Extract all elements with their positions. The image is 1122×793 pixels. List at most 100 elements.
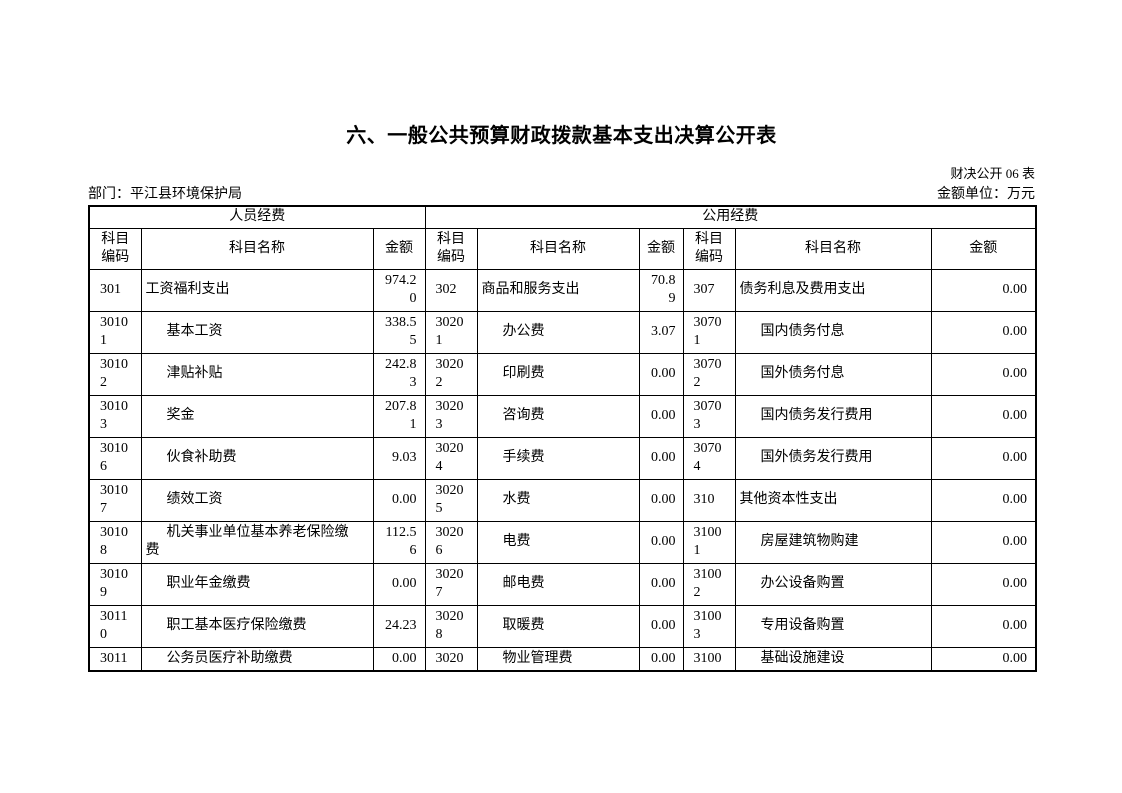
amount-cell: 0.00 <box>638 436 684 480</box>
subject-name-cell: 国外债务发行费用 <box>734 436 932 480</box>
subject-code-cell: 30106 <box>88 436 142 480</box>
table-body: 301 工资福利支出 974.20 302 商品和服务支出 70.89 307 债务利息及费用… <box>88 268 1037 672</box>
table-row: 30103 奖金 207.81 30203 咨询费 0.00 30703 国内债务发行费用 0.… <box>88 394 1037 438</box>
amount-cell: 0.00 <box>930 436 1037 480</box>
subject-name-cell: 专用设备购置 <box>734 604 932 648</box>
subject-name-cell: 取暖费 <box>476 604 640 648</box>
subject-code-cell: 3100 <box>682 646 736 672</box>
col-header-amount: 金额 <box>930 227 1037 270</box>
subject-name-cell: 债务利息及费用支出 <box>734 268 932 312</box>
subject-code-cell: 30207 <box>424 562 478 606</box>
amount-cell: 0.00 <box>638 562 684 606</box>
amount-cell: 0.00 <box>372 478 426 522</box>
subject-name-cell: 基础设施建设 <box>734 646 932 672</box>
subject-name-cell: 伙食补助费 <box>140 436 374 480</box>
subject-name-cell: 津贴补贴 <box>140 352 374 396</box>
subject-name-cell: 职工基本医疗保险缴费 <box>140 604 374 648</box>
subject-name-cell: 国外债务付息 <box>734 352 932 396</box>
subject-code-cell: 30703 <box>682 394 736 438</box>
subject-code-cell: 30109 <box>88 562 142 606</box>
col-header-subject-code: 科目编码 <box>424 227 478 270</box>
subject-name-cell: 咨询费 <box>476 394 640 438</box>
subject-code-cell: 30201 <box>424 310 478 354</box>
expenditure-table: 人员经费 公用经费 科目编码 科目名称 金额 科目编码 科目名称 金额 科目编码… <box>88 205 1037 673</box>
amount-cell: 207.81 <box>372 394 426 438</box>
amount-cell: 0.00 <box>638 478 684 522</box>
amount-cell: 0.00 <box>930 646 1037 672</box>
subject-name-cell: 公务员医疗补助缴费 <box>140 646 374 672</box>
amount-cell: 0.00 <box>930 310 1037 354</box>
table-row: 30101 基本工资 338.55 30201 办公费 3.07 30701 国内债务付息 0.… <box>88 310 1037 354</box>
subject-name-cell: 邮电费 <box>476 562 640 606</box>
subject-code-cell: 307 <box>682 268 736 312</box>
subject-code-cell: 301 <box>88 268 142 312</box>
subject-code-cell: 3011 <box>88 646 142 672</box>
amount-cell: 0.00 <box>638 646 684 672</box>
subject-name-cell: 房屋建筑物购建 <box>734 520 932 564</box>
col-header-subject-code: 科目编码 <box>88 227 142 270</box>
subject-code-cell: 30103 <box>88 394 142 438</box>
subject-code-cell: 30701 <box>682 310 736 354</box>
subject-code-cell: 31002 <box>682 562 736 606</box>
subject-name-cell: 绩效工资 <box>140 478 374 522</box>
col-header-amount: 金额 <box>638 227 684 270</box>
subject-code-cell: 30206 <box>424 520 478 564</box>
amount-cell: 0.00 <box>930 604 1037 648</box>
subject-code-cell: 30205 <box>424 478 478 522</box>
table-row: 301 工资福利支出 974.20 302 商品和服务支出 70.89 307 债务利息及费用… <box>88 268 1037 312</box>
subject-code-cell: 30202 <box>424 352 478 396</box>
subject-code-cell: 310 <box>682 478 736 522</box>
section-header-public: 公用经费 <box>424 205 1037 229</box>
unit-label: 金额单位：万元 <box>937 187 1035 202</box>
subject-code-cell: 31003 <box>682 604 736 648</box>
subject-code-cell: 30702 <box>682 352 736 396</box>
subject-name-cell: 电费 <box>476 520 640 564</box>
amount-cell: 70.89 <box>638 268 684 312</box>
col-header-subject-name: 科目名称 <box>476 227 640 270</box>
subject-name-cell: 机关事业单位基本养老保险缴费 <box>140 520 374 564</box>
table-row: 30106 伙食补助费 9.03 30204 手续费 0.00 30704 国外债务发行费用 0… <box>88 436 1037 480</box>
amount-cell: 974.20 <box>372 268 426 312</box>
amount-cell: 242.83 <box>372 352 426 396</box>
amount-cell: 3.07 <box>638 310 684 354</box>
table-row: 30110 职工基本医疗保险缴费 24.23 30208 取暖费 0.00 31003 专用设… <box>88 604 1037 648</box>
col-header-subject-code: 科目编码 <box>682 227 736 270</box>
subject-code-cell: 30203 <box>424 394 478 438</box>
amount-cell: 9.03 <box>372 436 426 480</box>
col-header-amount: 金额 <box>372 227 426 270</box>
subject-name-cell: 国内债务发行费用 <box>734 394 932 438</box>
subject-name-cell: 水费 <box>476 478 640 522</box>
subject-name-cell: 印刷费 <box>476 352 640 396</box>
subject-name-cell: 其他资本性支出 <box>734 478 932 522</box>
department-label: 部门：平江县环境保护局 <box>88 187 242 202</box>
amount-cell: 0.00 <box>372 562 426 606</box>
subject-name-cell: 办公设备购置 <box>734 562 932 606</box>
subject-code-cell: 30208 <box>424 604 478 648</box>
subject-name-cell: 国内债务付息 <box>734 310 932 354</box>
amount-cell: 338.55 <box>372 310 426 354</box>
col-header-subject-name: 科目名称 <box>734 227 932 270</box>
subject-code-cell: 30108 <box>88 520 142 564</box>
amount-cell: 0.00 <box>638 394 684 438</box>
subject-code-cell: 30204 <box>424 436 478 480</box>
subject-code-cell: 31001 <box>682 520 736 564</box>
amount-cell: 0.00 <box>930 268 1037 312</box>
amount-cell: 0.00 <box>930 352 1037 396</box>
subject-name-cell: 工资福利支出 <box>140 268 374 312</box>
column-header-row: 科目编码 科目名称 金额 科目编码 科目名称 金额 科目编码 科目名称 金额 <box>88 227 1037 270</box>
col-header-subject-name: 科目名称 <box>140 227 374 270</box>
amount-cell: 0.00 <box>930 394 1037 438</box>
table-row: 30109 职业年金缴费 0.00 30207 邮电费 0.00 31002 办公设备购置 0.… <box>88 562 1037 606</box>
amount-cell: 0.00 <box>930 478 1037 522</box>
table-row: 30102 津贴补贴 242.83 30202 印刷费 0.00 30702 国外债务付息 0.… <box>88 352 1037 396</box>
subject-code-cell: 3020 <box>424 646 478 672</box>
subject-code-cell: 30102 <box>88 352 142 396</box>
amount-cell: 0.00 <box>638 604 684 648</box>
amount-cell: 0.00 <box>638 520 684 564</box>
section-header-personnel: 人员经费 <box>88 205 426 229</box>
subject-name-cell: 办公费 <box>476 310 640 354</box>
subject-name-cell: 职业年金缴费 <box>140 562 374 606</box>
table-row: 30107 绩效工资 0.00 30205 水费 0.00 310 其他资本性支出 0.00 <box>88 478 1037 522</box>
subject-code-cell: 30110 <box>88 604 142 648</box>
table-row: 30108 机关事业单位基本养老保险缴费 112.56 30206 电费 0.00 3100… <box>88 520 1037 564</box>
